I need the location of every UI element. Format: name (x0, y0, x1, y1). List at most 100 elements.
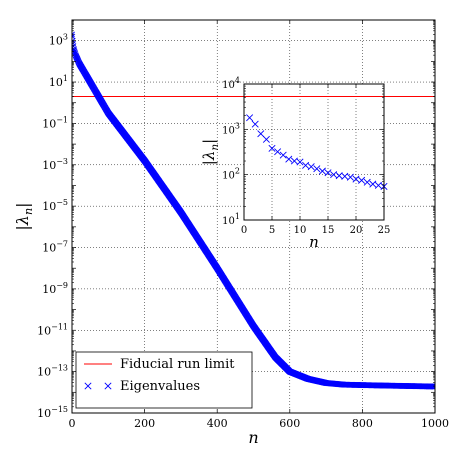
inset-eigenvalue-marker (296, 158, 304, 166)
main-x-tick-label-5: 1000 (421, 417, 449, 430)
inset-eigenvalue-marker (251, 120, 259, 128)
inset-x-tick-label-3: 15 (322, 225, 335, 236)
inset-x-tick-label-5: 25 (378, 225, 391, 236)
main-y-tick-label-8-exponent: 1 (63, 74, 68, 83)
legend-box (75, 351, 253, 409)
inset-x-tick-label-1: 5 (269, 225, 275, 236)
inset-eigenvalue-marker (313, 165, 321, 173)
main-y-tick-label-0-exponent: −15 (51, 405, 68, 414)
inset-eigenvalue-marker (324, 169, 332, 177)
legend-label-1: Eigenvalues (120, 379, 200, 394)
legend-marker-swatch (84, 382, 92, 390)
main-y-tick-label-4-base: 10 (42, 242, 56, 255)
main-y-tick-label-5-exponent: −5 (56, 198, 68, 207)
inset-y-tick-label-3-exponent: 4 (235, 76, 240, 85)
inset-y-axis-label-main: |λ (200, 151, 218, 166)
inset-eigenvalue-marker (335, 172, 343, 180)
main-y-tick-label-7-base: 10 (42, 117, 56, 130)
main-y-tick-label-7: 10−1 (42, 115, 68, 130)
inset-y-tick-label-2-exponent: 3 (235, 121, 240, 130)
eigenvalue-marker (432, 383, 435, 390)
main-y-tick-label-8-base: 10 (49, 76, 63, 89)
inset-y-tick-label-0-base: 10 (222, 216, 235, 227)
legend-label-0: Fiducial run limit (120, 357, 235, 372)
inset-x-tick-label-4: 20 (350, 225, 363, 236)
inset-y-tick-label-1-exponent: 2 (235, 167, 240, 176)
main-y-tick-label-3-exponent: −9 (56, 281, 68, 290)
inset-y-tick-label-3: 104 (222, 76, 240, 91)
inset-eigenvalue-marker (274, 148, 282, 156)
inset-y-tick-label-2: 103 (222, 121, 240, 136)
main-y-tick-label-3: 10−9 (42, 281, 68, 296)
main-y-axis-label-main: |λ (13, 215, 32, 231)
main-axis-labels: n|λn| (13, 202, 259, 447)
inset-eigenvalue-marker (290, 157, 298, 165)
inset-y-axis-label-subscript: n (209, 144, 221, 151)
main-y-tick-label-2: 10−11 (37, 322, 68, 337)
main-y-tick-label-5-base: 10 (42, 200, 56, 213)
inset-y-tick-label-1-base: 10 (222, 171, 235, 182)
main-y-tick-label-6-exponent: −3 (56, 157, 68, 166)
main-y-tick-label-6-base: 10 (42, 159, 56, 172)
main-y-tick-label-9-exponent: 3 (63, 33, 68, 42)
inset-y-tick-label-1: 102 (222, 167, 240, 182)
inset-frame (243, 83, 385, 221)
eigenvalue-marker (72, 31, 75, 38)
inset-eigenvalue-marker (330, 171, 338, 179)
inset-eigenvalue-marker (318, 167, 326, 175)
legend-marker-swatch (104, 382, 112, 390)
inset-eigenvalue-marker (352, 175, 360, 183)
main-y-tick-label-4: 10−7 (42, 240, 68, 255)
inset-eigenvalue-marker (363, 178, 371, 186)
main-y-tick-label-3-base: 10 (42, 283, 56, 296)
inset-eigenvalue-marker (246, 114, 254, 122)
main-y-tick-label-6: 10−3 (42, 157, 68, 172)
main-y-axis-label-subscript: n (22, 208, 35, 215)
main-x-tick-label-1: 200 (134, 417, 155, 430)
inset-eigenvalue-markers (246, 114, 388, 190)
inset-y-tick-label-0-exponent: 1 (235, 212, 240, 221)
inset-eigenvalue-marker (285, 155, 293, 163)
inset-y-tick-label-0: 101 (222, 212, 240, 227)
main-y-tick-label-1: 10−13 (37, 364, 68, 379)
main-y-tick-label-8: 101 (49, 74, 68, 89)
main-frame (71, 19, 436, 414)
inset-eigenvalue-marker (369, 180, 377, 188)
inset-x-tick-label-0: 0 (241, 225, 247, 236)
main-y-tick-label-7-exponent: −1 (56, 115, 68, 124)
main-y-tick-label-9-base: 10 (49, 35, 63, 48)
main-y-tick-label-5: 10−5 (42, 198, 68, 213)
main-eigenvalue-markers (72, 31, 435, 390)
inset-x-tick-label-2: 10 (294, 225, 307, 236)
inset-y-axis-label-end: | (200, 139, 218, 144)
inset-plot-background (244, 84, 384, 220)
main-x-tick-label-2: 400 (207, 417, 228, 430)
inset-eigenvalue-marker (346, 173, 354, 181)
inset-x-axis-label: n (309, 233, 319, 251)
inset-eigenvalue-marker (279, 151, 287, 159)
main-x-axis-label: n (248, 428, 258, 447)
inset-y-tick-label-3-base: 10 (222, 80, 235, 91)
inset-y-axis-label: |λn| (200, 139, 221, 165)
main-x-tick-label-3: 600 (279, 417, 300, 430)
main-y-tick-label-2-base: 10 (37, 324, 51, 337)
main-y-axis-label-end: | (13, 202, 32, 207)
inset-eigenvalue-marker (302, 161, 310, 169)
main-y-tick-label-4-exponent: −7 (56, 240, 68, 249)
main-y-tick-label-9: 103 (49, 33, 68, 48)
main-y-tick-label-0: 10−15 (37, 405, 68, 420)
inset-eigenvalue-marker (268, 144, 276, 152)
inset-eigenvalue-marker (341, 172, 349, 180)
inset-y-tick-label-2-base: 10 (222, 125, 235, 136)
main-x-tick-label-4: 800 (352, 417, 373, 430)
legend: Fiducial run limit Eigenvalues (75, 351, 253, 409)
inset-eigenvalue-marker (257, 130, 265, 138)
inset-eigenvalue-marker (358, 176, 366, 184)
inset-eigenvalue-marker (374, 181, 382, 189)
inset-eigenvalue-marker (262, 135, 270, 143)
main-y-axis-label: |λn| (13, 202, 35, 230)
main-y-tick-label-2-exponent: −11 (51, 322, 68, 331)
